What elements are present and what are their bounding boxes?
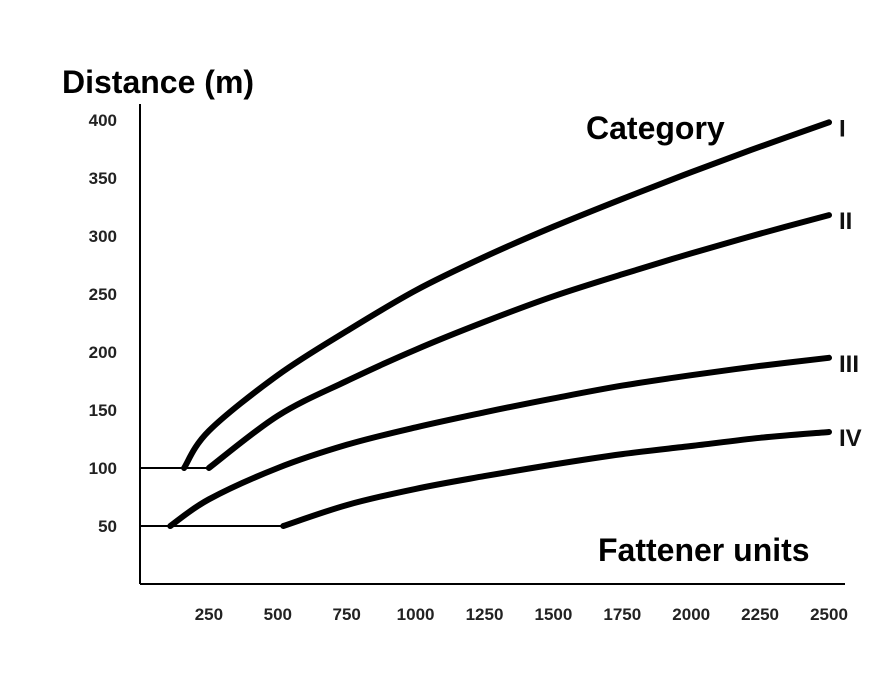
series-line-ii [205,212,832,471]
series-line-iii [167,354,832,529]
x-tick-label: 1250 [466,605,504,624]
baselines [140,467,284,527]
axes [139,104,845,585]
series-label-ii: II [839,208,852,235]
x-tick-label: 250 [195,605,223,624]
x-tick-label: 2250 [741,605,779,624]
series-label-i: I [839,115,846,142]
x-tick-label: 500 [264,605,292,624]
y-tick-label: 50 [98,517,117,536]
x-tick-label: 2500 [810,605,848,624]
x-tick-label: 750 [333,605,361,624]
legend-title: Category [586,110,725,146]
y-tick-label: 100 [89,459,117,478]
series-lines [167,119,832,529]
x-tick-label: 1500 [534,605,572,624]
series-label-iii: III [839,351,859,378]
series-line-i [181,119,832,471]
y-tick-label: 300 [89,227,117,246]
y-tick-label: 150 [89,401,117,420]
x-tick-label: 2000 [672,605,710,624]
x-axis-label: Fattener units [598,532,810,568]
y-tick-label: 400 [89,111,117,130]
x-tick-label: 1000 [397,605,435,624]
y-tick-label: 200 [89,343,117,362]
y-axis-label: Distance (m) [62,64,254,100]
y-tick-label: 350 [89,169,117,188]
tick-labels: 50 100 150 200 250 300 350 400 250 500 750 1000 1250… [89,111,848,624]
y-tick-label: 250 [89,285,117,304]
x-tick-label: 1750 [603,605,641,624]
series-label-iv: IV [839,425,862,452]
series-line-iv [280,429,832,529]
